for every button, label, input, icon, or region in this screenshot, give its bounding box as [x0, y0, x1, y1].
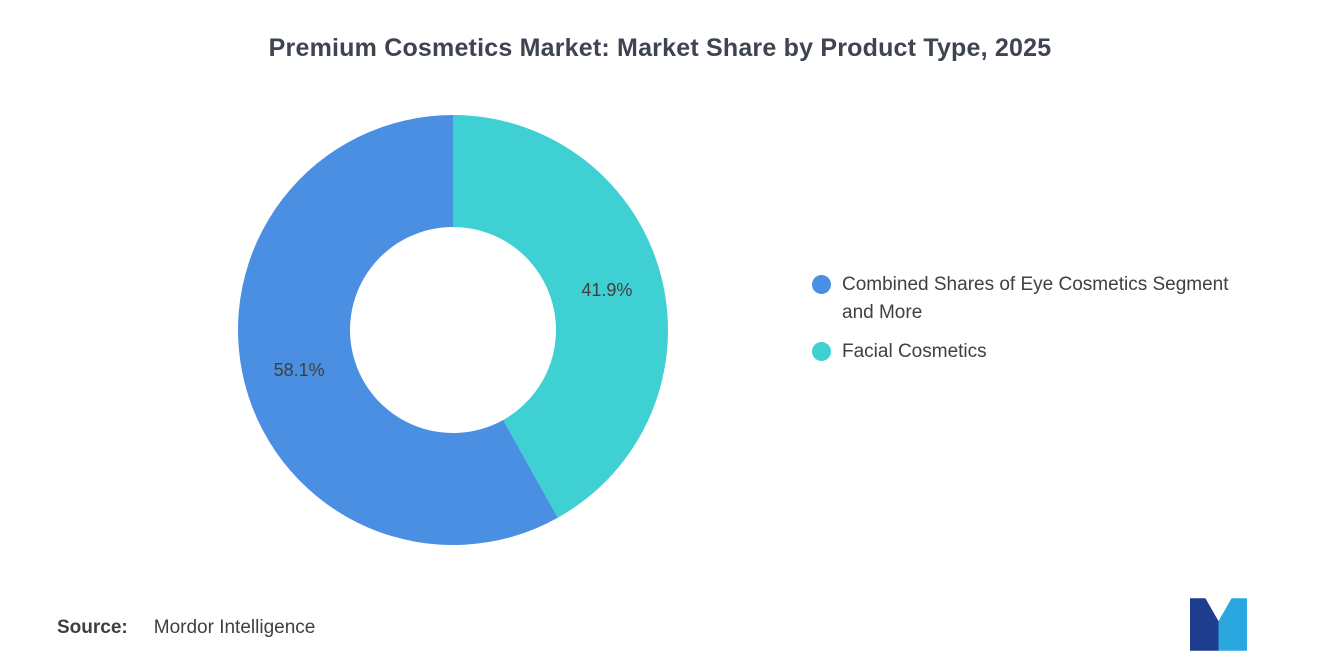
chart-title: Premium Cosmetics Market: Market Share b…: [268, 34, 1052, 62]
donut-slice-label: 58.1%: [274, 360, 325, 380]
source-label: Source:: [57, 617, 128, 638]
legend-label: Combined Shares of Eye Cosmetics Segment…: [842, 274, 1229, 323]
donut-slice[interactable]: [453, 115, 669, 518]
chart-legend: Combined Shares of Eye Cosmetics Segment…: [812, 271, 1252, 366]
legend-label: Facial Cosmetics: [842, 341, 987, 362]
legend-item[interactable]: Facial Cosmetics: [812, 338, 1252, 366]
source-row: Source: Mordor Intelligence: [57, 617, 315, 639]
legend-marker: [812, 275, 831, 294]
source-text: Mordor Intelligence: [153, 617, 316, 638]
donut-slice[interactable]: [238, 115, 558, 545]
mordor-intelligence-logo: [1190, 598, 1247, 651]
logo-left-shape: [1190, 598, 1219, 651]
legend-item[interactable]: Combined Shares of Eye Cosmetics Segment…: [812, 271, 1252, 327]
logo-right-shape: [1218, 598, 1247, 651]
legend-marker: [812, 342, 831, 361]
donut-slice-label: 41.9%: [581, 280, 632, 300]
donut-chart: 41.9% 58.1%: [238, 115, 669, 545]
